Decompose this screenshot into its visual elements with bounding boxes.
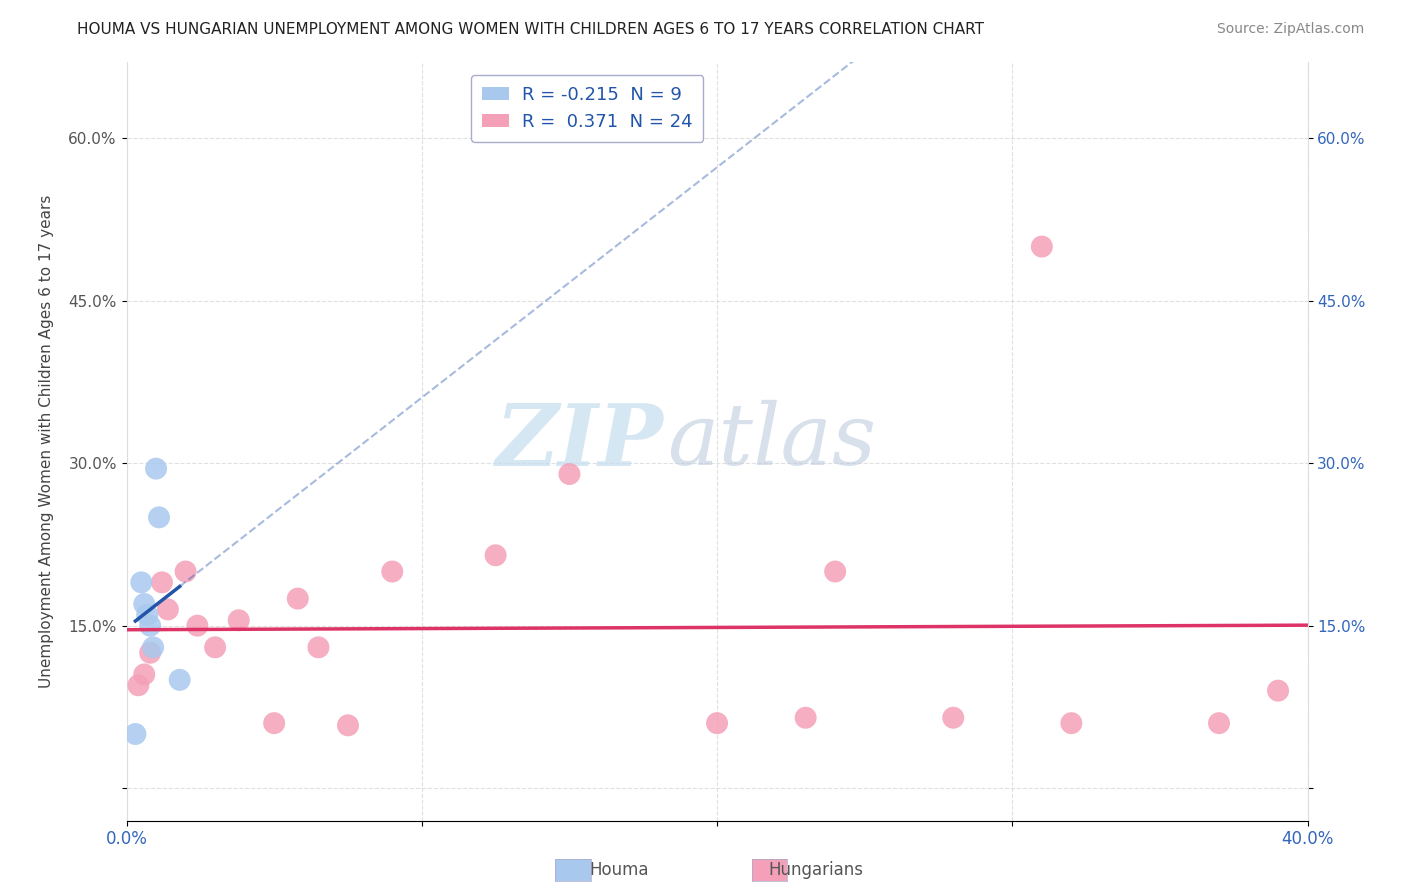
Point (127, 678, 149, 692)
Point (204, 640, 226, 655)
Point (129, 575, 153, 590)
Point (145, 461, 167, 475)
Legend: R = -0.215  N = 9, R =  0.371  N = 24: R = -0.215 N = 9, R = 0.371 N = 24 (471, 75, 703, 142)
Point (1267, 683, 1289, 698)
Point (136, 607, 159, 622)
Point (824, 565, 846, 579)
Point (134, 597, 156, 611)
Text: HOUMA VS HUNGARIAN UNEMPLOYMENT AMONG WOMEN WITH CHILDREN AGES 6 TO 17 YEARS COR: HOUMA VS HUNGARIAN UNEMPLOYMENT AMONG WO… (77, 22, 984, 37)
Point (381, 565, 404, 579)
Point (174, 565, 197, 579)
Text: Hungarians: Hungarians (768, 861, 863, 879)
Point (1060, 716, 1083, 731)
Point (228, 613, 250, 627)
Text: Source: ZipAtlas.com: Source: ZipAtlas.com (1216, 22, 1364, 37)
Point (308, 640, 330, 655)
Point (287, 591, 309, 606)
Point (186, 618, 208, 632)
Y-axis label: Unemployment Among Women with Children Ages 6 to 17 years: Unemployment Among Women with Children A… (39, 194, 55, 689)
Point (139, 646, 162, 660)
Point (156, 602, 179, 616)
Text: ZIP: ZIP (496, 400, 664, 483)
Point (942, 711, 965, 725)
Point (150, 575, 173, 590)
Point (1031, 239, 1053, 253)
Point (558, 467, 581, 481)
Text: Houma: Houma (589, 861, 648, 879)
Point (139, 618, 162, 632)
Text: atlas: atlas (668, 401, 876, 483)
Point (263, 716, 285, 731)
Point (1208, 716, 1230, 731)
Point (124, 727, 146, 741)
Point (134, 667, 156, 681)
Point (484, 548, 508, 563)
Point (148, 510, 170, 524)
Point (706, 716, 728, 731)
Point (142, 640, 165, 655)
Point (169, 673, 191, 687)
Point (337, 718, 360, 732)
Point (794, 711, 817, 725)
